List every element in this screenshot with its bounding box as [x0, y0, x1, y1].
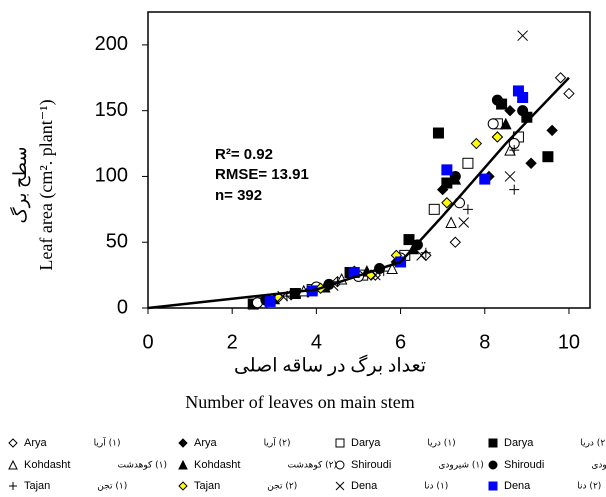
- legend-label-fa: (۲) دریا: [580, 439, 606, 449]
- annotation: R²= 0.92: [215, 146, 273, 163]
- marker: [470, 137, 483, 150]
- y-tick-label: 100: [95, 165, 128, 187]
- legend-marker: [8, 459, 18, 470]
- marker: [487, 118, 499, 130]
- marker: [386, 262, 398, 275]
- x-tick-label: 0: [142, 331, 153, 353]
- x-axis-label-fa: تعداد برگ در ساقه اصلی: [234, 353, 426, 376]
- marker: [563, 87, 575, 100]
- x-tick-label: 8: [479, 331, 490, 353]
- x-tick-label: 2: [227, 331, 238, 353]
- legend-marker: [178, 459, 188, 470]
- marker: [491, 131, 504, 143]
- marker: [449, 236, 462, 248]
- legend-label-fa: (۱) دریا: [427, 439, 455, 449]
- legend-marker: [178, 438, 188, 448]
- legend-label: Darya: [504, 437, 534, 449]
- legend-label-fa: (۱) کوهدشت: [117, 461, 167, 471]
- legend-marker: [335, 460, 345, 470]
- annotation: RMSE= 13.91: [215, 166, 309, 183]
- legend-marker: [488, 460, 498, 470]
- x-tick-label: 4: [311, 331, 322, 353]
- legend-label-fa: (۲) تجن: [267, 482, 297, 492]
- x-tick-label: 10: [558, 331, 580, 353]
- y-axis-label: Leaf area (cm². plant⁻¹): [36, 99, 57, 270]
- marker: [403, 234, 415, 246]
- legend-marker: [178, 481, 188, 491]
- y-tick-label: 0: [117, 296, 128, 318]
- marker: [462, 204, 473, 215]
- legend-label: Arya: [24, 437, 48, 449]
- legend-label: Tajan: [194, 480, 220, 492]
- marker: [504, 171, 516, 182]
- marker: [554, 72, 567, 84]
- marker: [416, 250, 427, 261]
- x-tick-label: 6: [395, 331, 406, 353]
- y-tick-label: 200: [95, 33, 128, 55]
- marker: [420, 247, 431, 258]
- marker: [264, 295, 276, 307]
- legend-label: Kohdasht: [24, 459, 70, 471]
- legend-marker: [335, 438, 345, 448]
- legend-marker: [488, 481, 498, 491]
- marker: [517, 92, 529, 104]
- legend-label: Shiroudi: [351, 459, 391, 471]
- y-axis-label-fa: سطح برگ: [9, 146, 31, 223]
- legend-label-fa: (۱) شیرودی: [438, 461, 483, 471]
- marker: [458, 217, 470, 228]
- legend-marker: [335, 481, 345, 491]
- legend-label: Dena: [351, 480, 378, 492]
- legend-label-fa: (۲) آریا: [264, 437, 291, 449]
- legend-label: Darya: [351, 437, 381, 449]
- legend-label-fa: (۱) دنا: [424, 482, 448, 492]
- legend-label-fa: (۲) کوهدشت: [287, 461, 337, 471]
- marker: [462, 157, 474, 169]
- legend-label: Kohdasht: [194, 459, 240, 471]
- legend-label: Shiroudi: [504, 459, 544, 471]
- marker: [441, 164, 453, 176]
- marker: [525, 157, 537, 169]
- legend-label: Tajan: [24, 480, 50, 492]
- legend-label-fa: (۲) شیرودی: [591, 461, 606, 471]
- marker: [509, 145, 520, 156]
- marker: [441, 197, 453, 209]
- legend-label-fa: (۲) دنا: [577, 482, 601, 492]
- marker: [517, 105, 529, 117]
- legend-marker: [8, 438, 18, 448]
- marker: [509, 184, 520, 195]
- legend-label-fa: (۱) آریا: [94, 437, 121, 449]
- legend-marker: [488, 438, 498, 448]
- legend-label-fa: (۱) تجن: [97, 482, 127, 492]
- marker: [428, 203, 440, 215]
- marker: [479, 173, 491, 185]
- marker: [445, 216, 457, 228]
- y-tick-label: 150: [95, 99, 128, 121]
- marker: [500, 117, 512, 130]
- marker: [449, 170, 461, 182]
- marker: [491, 94, 503, 106]
- y-tick-label: 50: [106, 231, 128, 253]
- marker: [542, 151, 554, 163]
- fit-line: [147, 76, 570, 310]
- annotation: n= 392: [215, 187, 262, 204]
- plot-frame: [147, 11, 591, 309]
- marker: [517, 30, 529, 42]
- marker: [289, 288, 301, 300]
- legend-label: Dena: [504, 480, 531, 492]
- legend-marker: [9, 482, 17, 490]
- x-axis-label: Number of leaves on main stem: [185, 392, 414, 412]
- marker: [432, 127, 444, 139]
- legend-label: Arya: [194, 437, 218, 449]
- marker: [546, 124, 558, 137]
